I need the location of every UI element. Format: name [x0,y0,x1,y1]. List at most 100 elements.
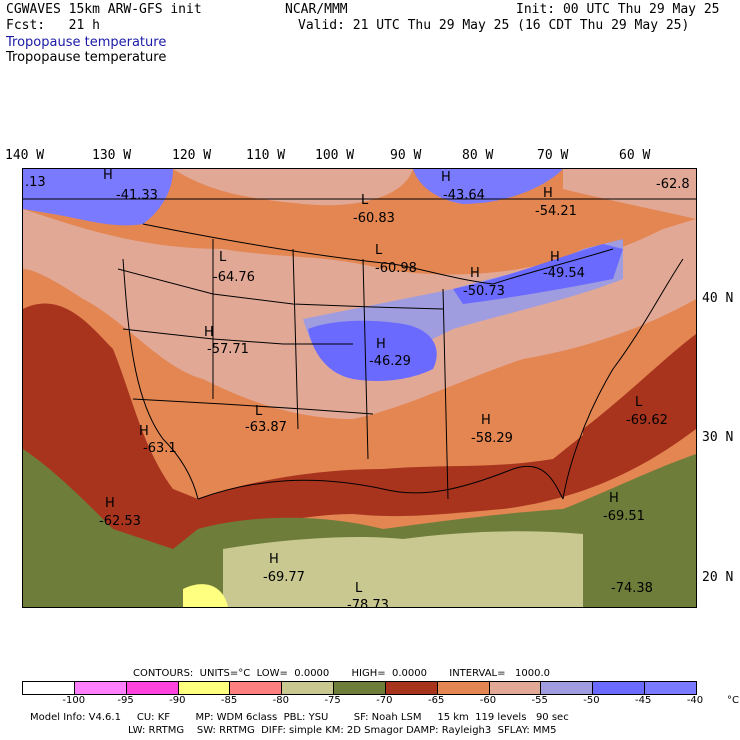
map-label-symbol: H [550,250,560,265]
great-lakes-border [392,248,614,285]
colorbar-swatch [125,682,178,694]
lat-label-20n: 20 N [702,570,734,585]
colorbar-tick-label: -50 [583,695,600,706]
colorbar-swatch [229,682,282,694]
fill-minus40-northwest [23,169,173,226]
map-label-value: -63.1 [143,441,177,456]
colorbar-tick-label: °C [727,695,739,706]
contour-info: CONTOURS: UNITS=°C LOW= 0.0000 HIGH= 0.0… [133,668,551,679]
map-label-value: -64.76 [213,270,255,285]
colorbar-swatch [384,682,437,694]
map-label-value: -58.29 [471,431,513,446]
map-label-value: -50.73 [463,284,505,299]
physics-info: LW: RRTMG SW: RRTMG DIFF: simple KM: 2D … [128,725,557,736]
fill-minus75 [223,531,583,607]
map-label-value: -78.73 [347,598,389,607]
map-label-symbol: H [139,424,149,439]
map-label-symbol: H [204,325,214,340]
map-label-symbol: H [481,413,491,428]
colorbar-swatch [281,682,334,694]
field-subtitle: Tropopause temperature [6,50,167,65]
map-label-value: -62.53 [99,514,141,529]
map-label-symbol: L [355,581,363,596]
colorbar-tick-label: -80 [272,695,290,706]
map-label-value: -69.62 [626,413,668,428]
map-label-value: -74.38 [611,581,653,596]
colorbar-tick-label: -85 [220,695,238,706]
map-label-value: -46.29 [369,354,411,369]
east-coast [562,258,684,500]
colorbar-tick-label: -100 [62,695,86,706]
lon-label-110w: 110 W [246,148,286,163]
map-label-value: -41.33 [116,188,158,203]
fill-minus65-south [198,339,696,529]
map-label-symbol: H [441,170,451,185]
map-label-value: -69.77 [263,570,305,585]
fill-minus55-canada [173,169,413,206]
colorbar-tick-label: -90 [169,695,186,706]
colorbar [22,681,697,695]
map-label-value: -49.54 [543,266,585,281]
state-line-2 [122,328,353,345]
map-label-symbol: H [376,337,386,352]
colorbar-swatch [488,682,541,694]
map-label-symbol: L [255,404,263,419]
init-time: Init: 00 UTC Thu 29 May 25 [516,2,720,17]
map-label-value: .13 [25,175,46,190]
colorbar-swatch [333,682,385,694]
lat-label-40n: 40 N [702,291,734,306]
map-label-symbol: L [361,193,369,208]
colorbar-swatch [177,682,230,694]
political-boundaries [23,198,696,500]
west-coast [122,258,199,500]
state-line-3 [132,398,374,415]
map-label-value: -62.8 [656,177,690,192]
lon-label-130w: 130 W [92,148,132,163]
colorbar-swatch [23,682,74,694]
valid-time: Valid: 21 UTC Thu 29 May 25 (16 CDT Thu … [298,18,690,33]
state-line-1 [117,268,444,310]
lon-label-140w: 140 W [5,148,45,163]
colorbar-tick-label: -40 [686,695,704,706]
map-label-symbol: L [375,243,383,258]
lon-label-120w: 120 W [172,148,212,163]
map-label-symbol: H [609,491,619,506]
map-label-value: -54.21 [535,204,577,219]
colorbar-tick-label: -45 [635,695,652,706]
map-label-value: -69.51 [603,509,645,524]
us-canada-border [142,223,394,265]
colorbar-tick-label: -55 [531,695,548,706]
lon-label-60w: 60 W [619,148,651,163]
colorbar-swatch [540,682,593,694]
fill-minus45-midwest [308,320,437,381]
lon-label-70w: 70 W [537,148,569,163]
lon-label-100w: 100 W [315,148,355,163]
map-panel: .13 H -41.33 H -43.64 L -60.83 H -54.21 … [22,168,697,608]
state-line-7 [442,288,449,500]
map-label-symbol: H [103,169,113,183]
fill-minus85 [183,584,228,607]
map-label-value: -60.98 [375,261,417,276]
fill-minus40-north [413,169,563,204]
forecast-hour: Fcst: 21 h [6,18,100,33]
map-label-value: -43.64 [443,188,485,203]
colorbar-swatch [73,682,126,694]
map-extrema-labels: .13 H -41.33 H -43.64 L -60.83 H -54.21 … [25,169,690,607]
map-label-symbol: H [543,186,553,201]
model-title: CGWAVES 15km ARW-GFS init [6,2,202,17]
colorbar-swatch [436,682,489,694]
state-line-6 [362,258,369,460]
lat-label-30n: 30 N [702,430,734,445]
lon-label-90w: 90 W [390,148,422,163]
colorbar-tick-label: -95 [117,695,134,706]
colorbar-tick-label: -70 [376,695,393,706]
map-label-symbol: H [105,496,115,511]
field-title: Tropopause temperature [6,35,167,50]
fill-minus55-northeast [563,169,696,219]
state-line-5 [292,248,299,430]
org-title: NCAR/MMM [285,2,348,17]
lon-label-80w: 80 W [462,148,494,163]
map-label-symbol: L [219,250,227,265]
colorbar-swatch [644,682,696,694]
colorbar-tick-label: -65 [427,695,445,706]
